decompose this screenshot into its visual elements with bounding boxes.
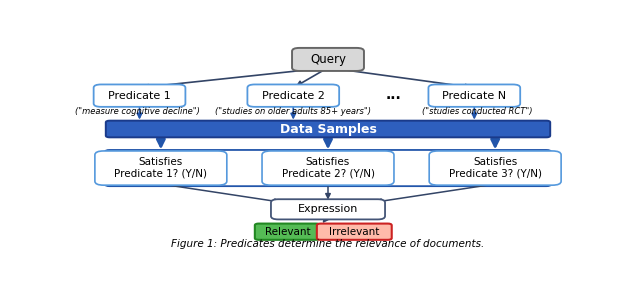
Text: ("studies conducted RCT"): ("studies conducted RCT") (422, 107, 532, 116)
Text: Satisfies
Predicate 3? (Y/N): Satisfies Predicate 3? (Y/N) (449, 157, 541, 179)
Text: Relevant: Relevant (264, 227, 310, 237)
Text: Satisfies
Predicate 1? (Y/N): Satisfies Predicate 1? (Y/N) (115, 157, 207, 179)
Text: ("measure cognitive decline"): ("measure cognitive decline") (75, 107, 200, 116)
FancyBboxPatch shape (271, 199, 385, 219)
Text: Predicate 1: Predicate 1 (108, 91, 171, 101)
FancyBboxPatch shape (93, 84, 186, 107)
Text: ("studies on older adults 85+ years"): ("studies on older adults 85+ years") (215, 107, 371, 116)
FancyBboxPatch shape (428, 84, 520, 107)
Text: Irrelevant: Irrelevant (329, 227, 380, 237)
FancyBboxPatch shape (105, 150, 551, 186)
Text: Data Samples: Data Samples (280, 123, 376, 135)
FancyBboxPatch shape (292, 48, 364, 71)
FancyBboxPatch shape (429, 151, 561, 185)
Text: ...: ... (385, 88, 401, 102)
FancyBboxPatch shape (262, 151, 394, 185)
Text: Satisfies
Predicate 2? (Y/N): Satisfies Predicate 2? (Y/N) (282, 157, 374, 179)
Text: Query: Query (310, 53, 346, 66)
FancyBboxPatch shape (255, 224, 320, 240)
FancyBboxPatch shape (248, 84, 339, 107)
FancyBboxPatch shape (106, 121, 550, 137)
Text: Predicate 2: Predicate 2 (262, 91, 324, 101)
Text: Figure 1: Predicates determine the relevance of documents.: Figure 1: Predicates determine the relev… (172, 239, 484, 249)
FancyBboxPatch shape (95, 151, 227, 185)
Text: Expression: Expression (298, 204, 358, 214)
Text: Predicate N: Predicate N (442, 91, 506, 101)
FancyBboxPatch shape (317, 224, 392, 240)
